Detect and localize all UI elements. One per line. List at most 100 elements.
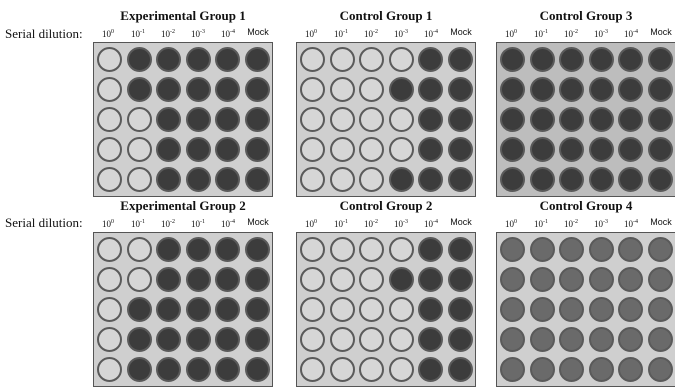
well — [647, 47, 673, 72]
well — [529, 357, 555, 382]
well — [500, 297, 525, 322]
well — [418, 107, 443, 132]
dilution-header-cg2: 100 10-1 10-2 10-3 10-4 Mock — [296, 216, 476, 230]
well — [529, 167, 555, 192]
well — [244, 237, 270, 262]
well — [156, 107, 181, 132]
dilution-label: 100 — [305, 29, 317, 39]
well — [388, 77, 414, 102]
well — [126, 47, 152, 72]
well — [447, 77, 473, 102]
well — [97, 267, 122, 292]
well — [97, 357, 122, 382]
well — [559, 237, 584, 262]
dilution-label: 10-1 — [534, 29, 548, 39]
well — [215, 107, 240, 132]
well — [529, 297, 555, 322]
group-title-cg4: Control Group 4 — [539, 198, 633, 213]
well — [126, 237, 152, 262]
well — [500, 327, 525, 352]
well — [529, 327, 555, 352]
dilution-label: 100 — [102, 29, 114, 39]
serial-dilution-label: Serial dilution: — [5, 26, 83, 41]
well — [97, 137, 122, 162]
dilution-label: 10-4 — [424, 219, 438, 229]
well — [618, 137, 643, 162]
well — [156, 77, 181, 102]
dilution-label: 10-2 — [161, 29, 175, 39]
dilution-header-cg3: 100 10-1 10-2 10-3 10-4 Mock — [496, 26, 675, 40]
well — [447, 237, 473, 262]
well — [329, 327, 355, 352]
well — [500, 167, 525, 192]
well — [300, 237, 325, 262]
dilution-header-eg2: 100 10-1 10-2 10-1 10-4 Mock — [93, 216, 273, 230]
well — [185, 107, 211, 132]
well — [185, 137, 211, 162]
dilution-label: 10-4 — [624, 219, 638, 229]
well — [559, 357, 584, 382]
dilution-label: 10-4 — [624, 29, 638, 39]
well — [418, 167, 443, 192]
well — [156, 267, 181, 292]
well — [588, 77, 614, 102]
well — [359, 167, 384, 192]
dilution-label: 10-4 — [221, 29, 235, 39]
well — [329, 137, 355, 162]
well — [244, 107, 270, 132]
dilution-label: Mock — [450, 27, 472, 37]
dilution-label: Mock — [247, 217, 269, 227]
well — [447, 47, 473, 72]
well — [300, 357, 325, 382]
well — [215, 267, 240, 292]
well — [156, 297, 181, 322]
well — [359, 357, 384, 382]
well — [618, 327, 643, 352]
well — [126, 167, 152, 192]
well — [559, 107, 584, 132]
well — [215, 137, 240, 162]
well — [97, 107, 122, 132]
dilution-label: 10-1 — [334, 29, 348, 39]
well — [418, 297, 443, 322]
well — [329, 297, 355, 322]
well — [126, 357, 152, 382]
well — [618, 357, 643, 382]
well — [126, 267, 152, 292]
well — [588, 137, 614, 162]
well — [97, 77, 122, 102]
well — [529, 137, 555, 162]
well — [447, 297, 473, 322]
well — [588, 327, 614, 352]
dilution-label: 10-1 — [334, 219, 348, 229]
well — [618, 167, 643, 192]
well — [647, 297, 673, 322]
well — [97, 167, 122, 192]
well — [185, 297, 211, 322]
well — [588, 267, 614, 292]
dilution-label: 10-4 — [221, 219, 235, 229]
well — [647, 137, 673, 162]
well — [447, 357, 473, 382]
well — [618, 237, 643, 262]
well — [388, 47, 414, 72]
well — [418, 77, 443, 102]
well — [244, 327, 270, 352]
well — [647, 107, 673, 132]
well — [185, 237, 211, 262]
well — [359, 297, 384, 322]
dilution-label: 10-2 — [161, 219, 175, 229]
well — [329, 167, 355, 192]
well — [329, 267, 355, 292]
well — [126, 107, 152, 132]
well — [185, 357, 211, 382]
group-title-cg2: Control Group 2 — [339, 198, 433, 213]
well — [588, 357, 614, 382]
well — [185, 77, 211, 102]
well — [500, 237, 525, 262]
well — [418, 47, 443, 72]
well — [300, 327, 325, 352]
well — [244, 47, 270, 72]
well — [559, 297, 584, 322]
well — [500, 107, 525, 132]
